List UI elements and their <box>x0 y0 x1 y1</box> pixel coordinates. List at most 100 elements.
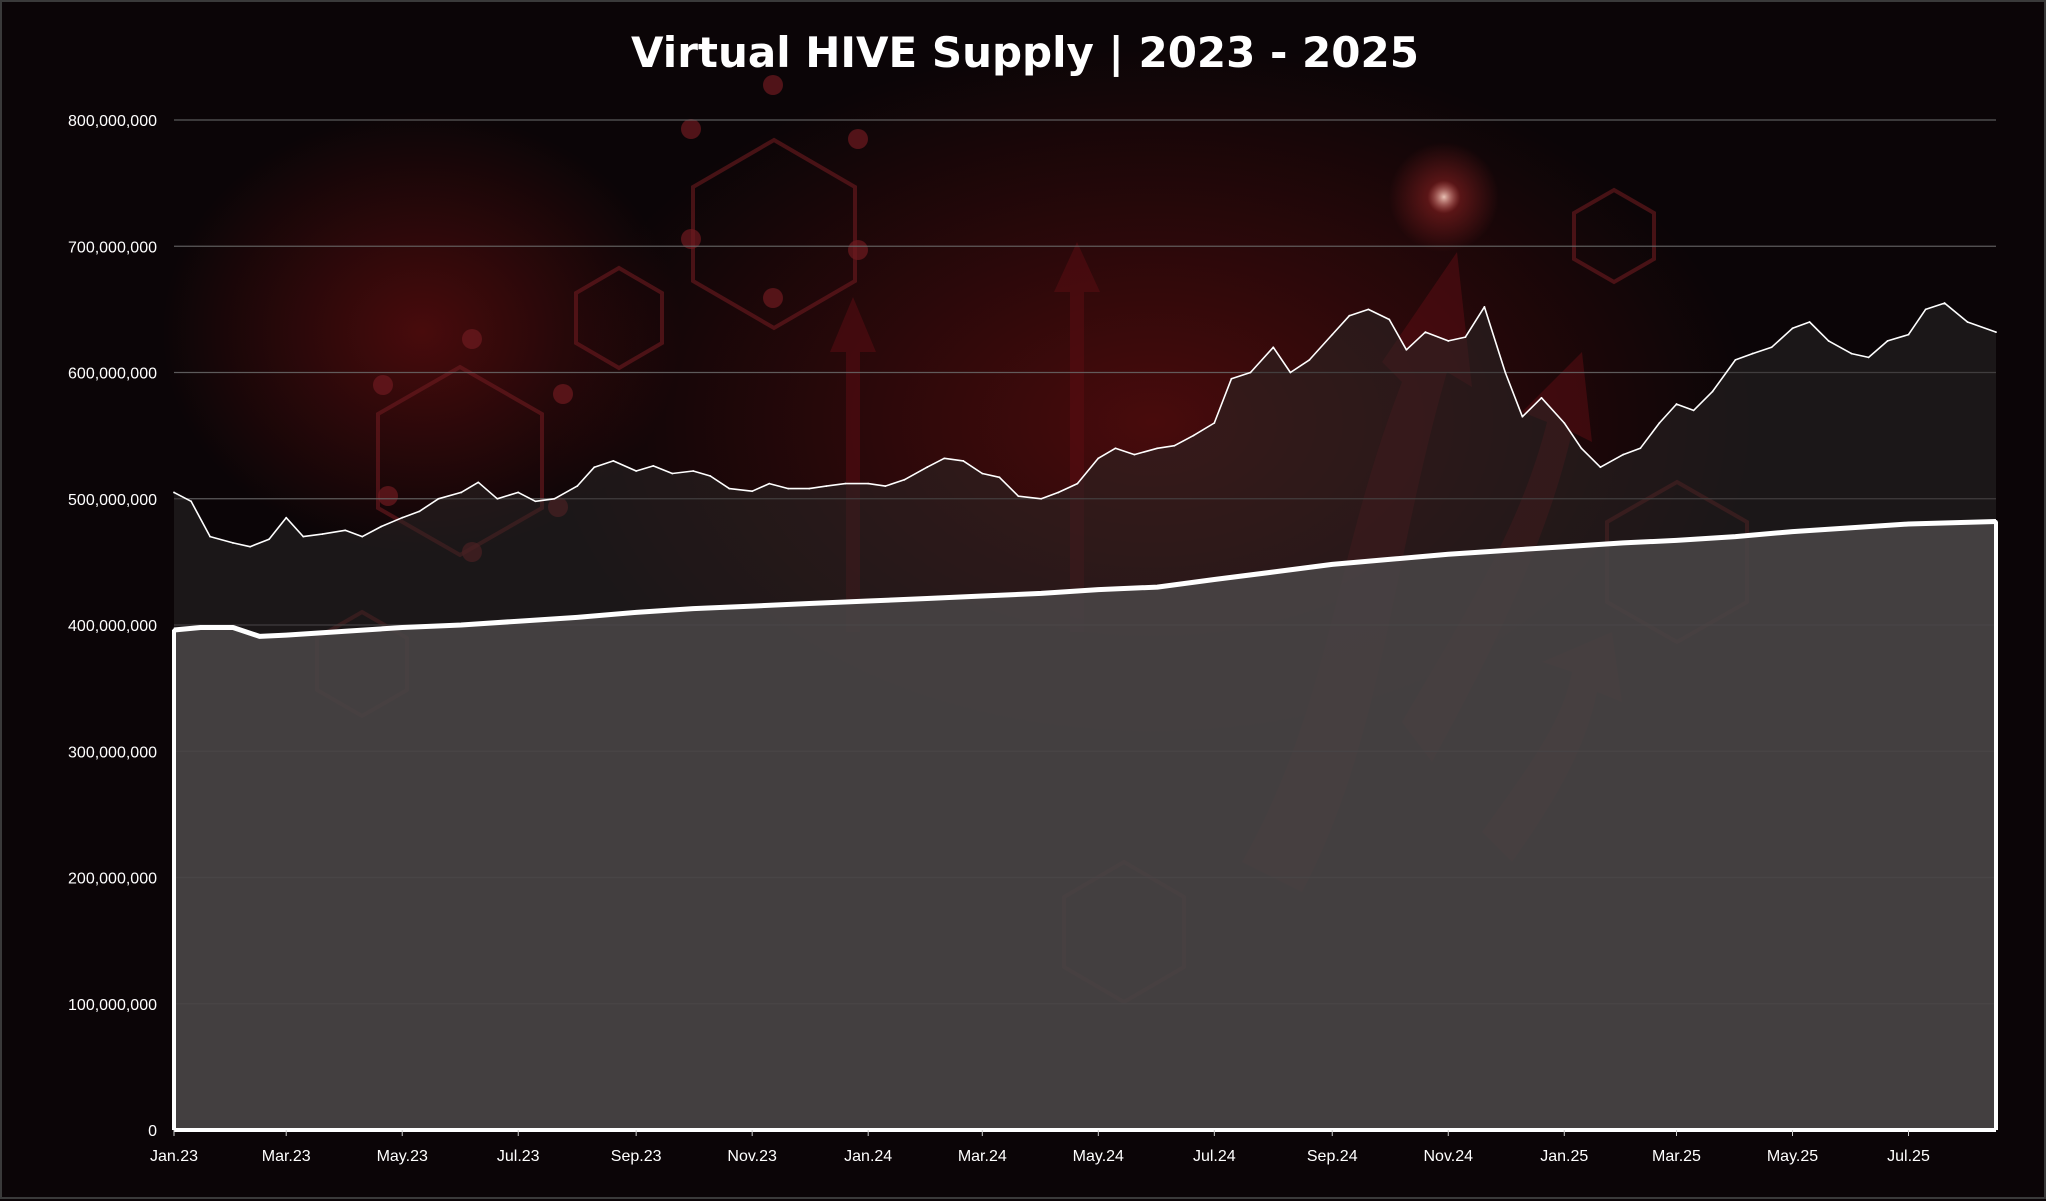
series-a-point <box>981 472 984 475</box>
series-b-point <box>231 626 235 630</box>
series-a-point <box>361 535 364 538</box>
series-layer <box>172 302 1998 1131</box>
series-a-point <box>401 516 404 519</box>
series-a-point <box>1622 453 1625 456</box>
y-tick-label: 800,000,000 <box>68 113 157 130</box>
x-tick-label: May.25 <box>1767 1148 1818 1165</box>
series-b-point <box>925 596 929 600</box>
series-a-point <box>1791 327 1794 330</box>
x-tick-label: Jan.23 <box>150 1148 198 1165</box>
series-a-point <box>1483 305 1486 308</box>
x-axis-ticks: Jan.23 Mar.23 May.23 Jul.23 Sep.23 Nov.23 Jan.… <box>150 1130 1930 1165</box>
series-a-point <box>1464 336 1467 339</box>
series-b-point <box>1733 535 1737 539</box>
series-a-point <box>418 510 421 513</box>
series-a-point <box>844 482 847 485</box>
series-a-point <box>1675 403 1678 405</box>
series-a-point <box>1114 447 1117 450</box>
series-b-point <box>980 594 984 598</box>
series-a-point <box>1447 340 1450 342</box>
series-a-point <box>1580 447 1583 450</box>
series-b-point <box>1621 541 1625 545</box>
series-a-point <box>1156 447 1159 450</box>
series-a-point <box>1133 453 1136 456</box>
series-a-point <box>1867 356 1870 359</box>
series-a-point <box>884 485 887 488</box>
series-a-point <box>808 487 811 490</box>
chart-title: Virtual HIVE Supply | 2023 - 2025 <box>631 28 1419 77</box>
series-a-point <box>1924 308 1927 311</box>
series-b-point <box>1790 530 1794 534</box>
series-b-point <box>459 623 463 627</box>
y-tick-label: 200,000,000 <box>68 871 157 888</box>
y-tick-label: 600,000,000 <box>68 366 157 383</box>
x-tick-label: Mar.24 <box>958 1148 1007 1165</box>
series-b-area <box>174 521 1996 1130</box>
series-a-point <box>926 466 929 469</box>
series-b-point <box>258 634 262 638</box>
x-tick-label: Jan.25 <box>1540 1148 1588 1165</box>
x-tick-label: Nov.24 <box>1424 1148 1474 1165</box>
y-tick-label: 700,000,000 <box>68 239 157 256</box>
x-tick-label: Jul.24 <box>1193 1148 1236 1165</box>
series-a-point <box>249 545 251 548</box>
series-a-point <box>232 542 234 544</box>
series-b-point <box>1387 557 1391 561</box>
series-a-point <box>962 459 965 462</box>
series-a-point <box>671 472 674 475</box>
series-a-point <box>1943 302 1946 304</box>
series-a-point <box>1692 409 1695 412</box>
series-a-point <box>1658 422 1661 424</box>
series-a-point <box>751 490 754 493</box>
series-a-point <box>268 538 270 541</box>
series-a-point <box>1424 331 1427 333</box>
series-b-line <box>173 519 1997 639</box>
series-a-point <box>728 487 731 490</box>
series-a-point <box>1599 466 1602 469</box>
series-a-point <box>1995 331 1997 333</box>
series-b-point <box>1907 522 1911 526</box>
series-b-point <box>1271 570 1275 574</box>
background-glow <box>162 112 682 552</box>
series-a-point <box>1173 444 1176 447</box>
series-a-point <box>534 500 537 503</box>
series-a-point <box>787 487 790 490</box>
series-a-point <box>1966 321 1969 323</box>
background-sparkle <box>1389 142 1499 252</box>
series-a-point <box>1504 371 1507 374</box>
series-a-point <box>302 535 305 538</box>
series-a-point <box>1331 333 1334 336</box>
series-a-point <box>825 485 828 488</box>
series-a-point <box>1272 346 1275 349</box>
series-a-point <box>1308 358 1311 361</box>
series-a-point <box>1040 497 1043 500</box>
series-a-point <box>496 497 499 500</box>
y-tick-label: 0 <box>148 1123 157 1140</box>
series-b-point <box>807 602 811 606</box>
series-a-point <box>1017 495 1020 498</box>
series-b-point <box>1039 591 1043 595</box>
series-a-point <box>1057 491 1060 494</box>
series-b-point <box>1562 545 1566 549</box>
x-tick-label: Jul.23 <box>497 1148 540 1165</box>
series-a-point <box>1907 333 1910 336</box>
series-b-point <box>343 629 347 633</box>
series-a-point <box>1808 321 1811 323</box>
series-a-point <box>1734 358 1737 361</box>
series-a-point <box>285 516 288 519</box>
series-a-point <box>344 529 347 532</box>
series-a-point <box>768 482 771 485</box>
series-b-point <box>691 607 695 611</box>
series-b-point <box>866 599 870 603</box>
series-b-point <box>575 615 579 619</box>
y-axis-ticks: 0 100,000,000 200,000,000 300,000,000 400,00… <box>68 113 157 1140</box>
series-b-point <box>199 626 203 630</box>
series-a-point <box>709 475 712 477</box>
series-b-point <box>1096 588 1100 592</box>
series-a-point <box>998 476 1001 479</box>
series-a-point <box>593 466 596 469</box>
series-a-point <box>1192 434 1195 437</box>
series-a-point <box>1249 371 1252 374</box>
series-a-point <box>867 482 870 485</box>
